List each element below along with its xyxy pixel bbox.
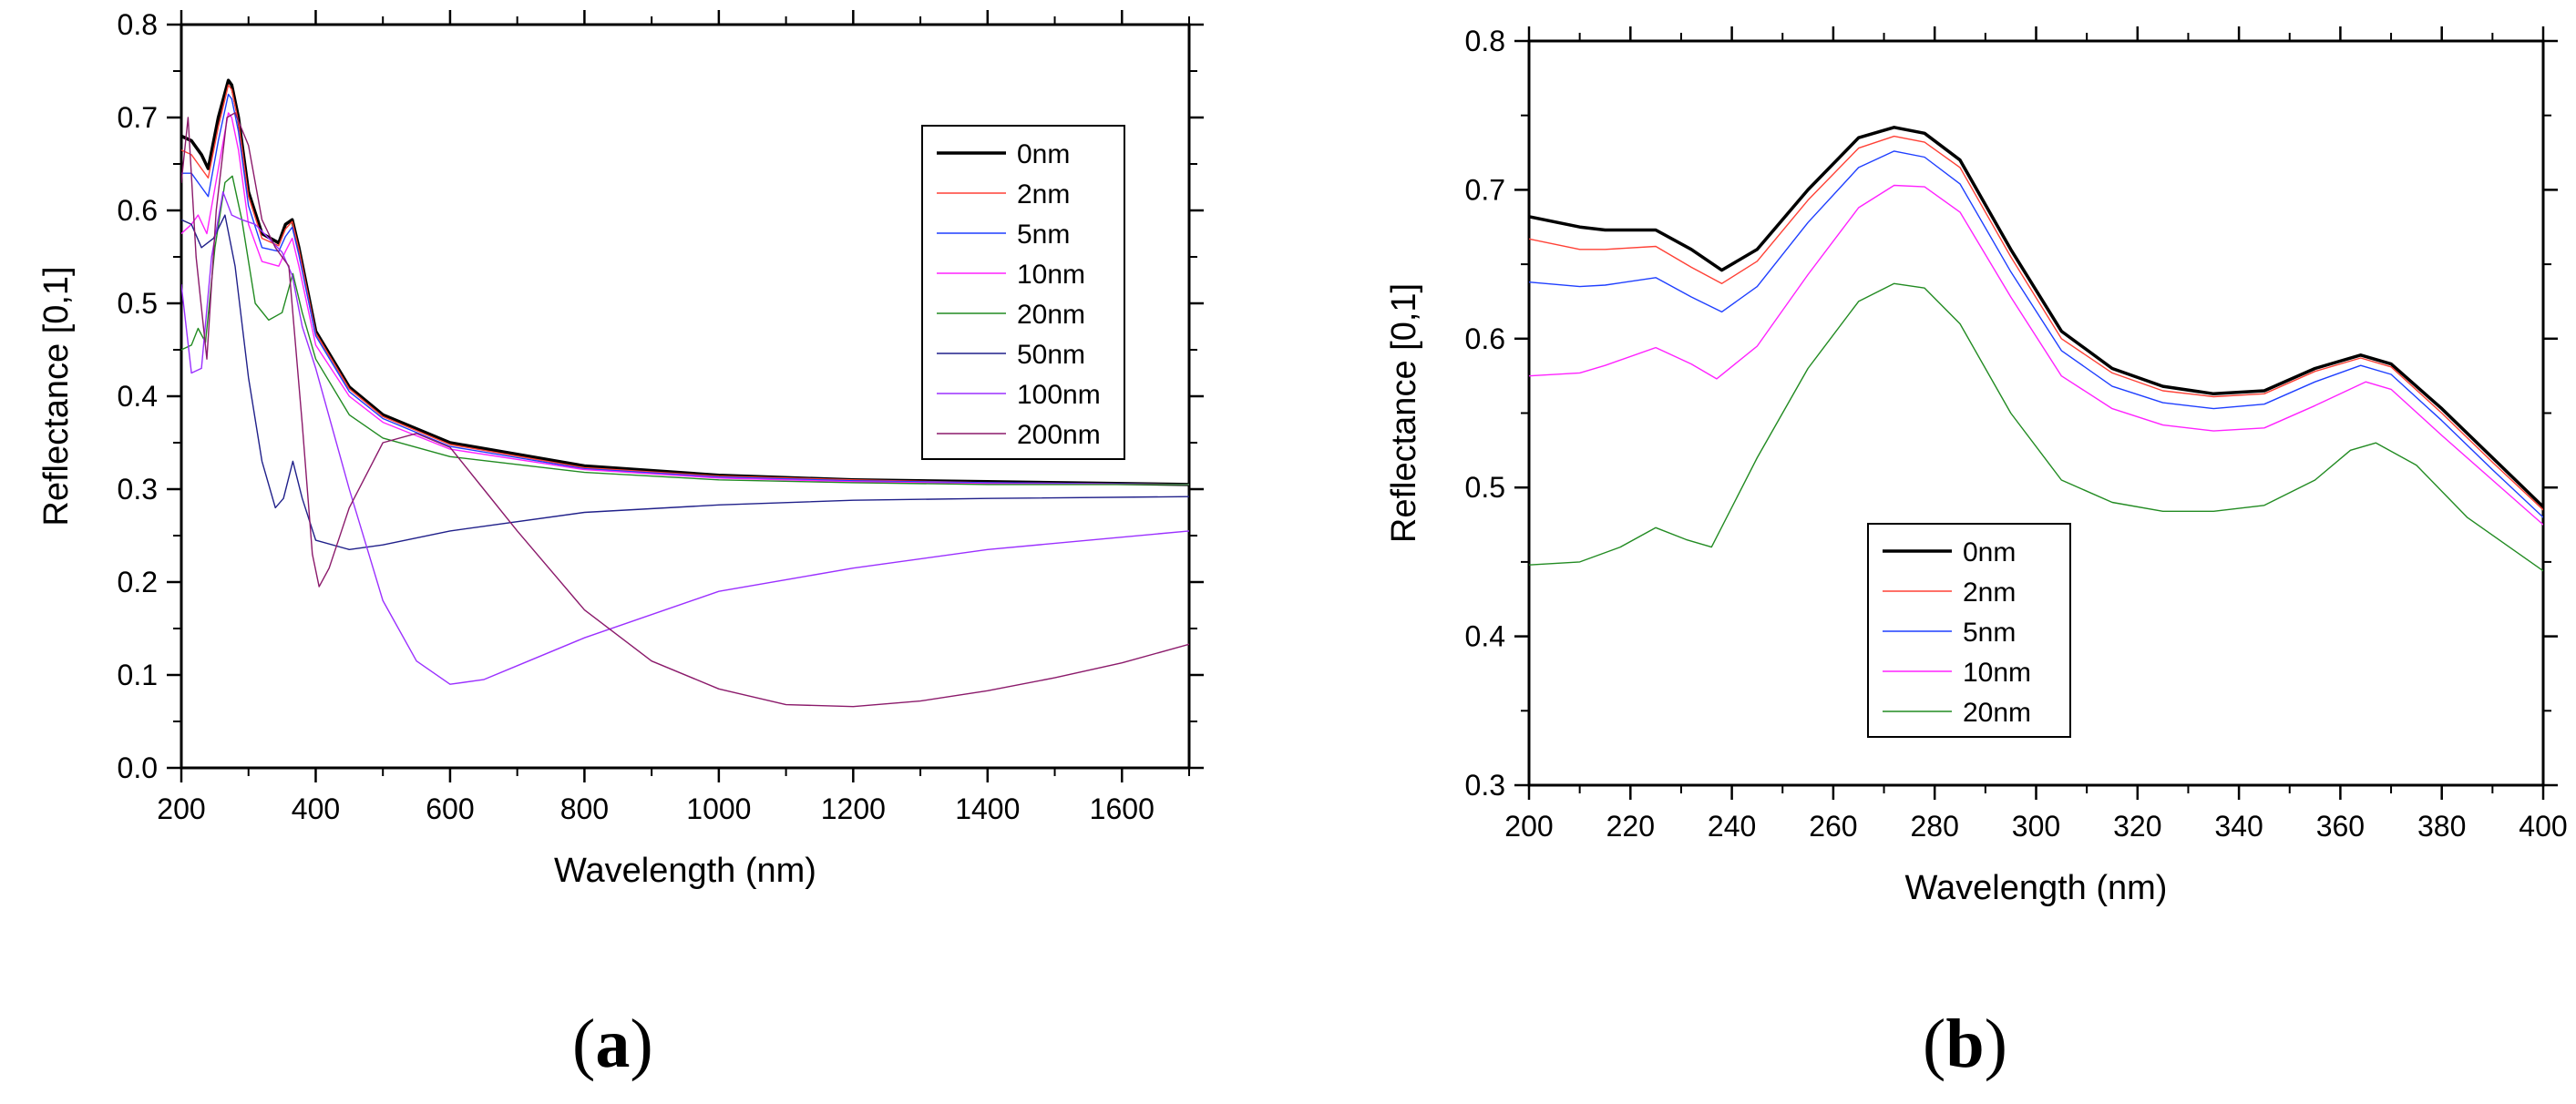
legend-label-0nm: 0nm bbox=[1017, 139, 1070, 169]
x-tick-label: 320 bbox=[2113, 810, 2161, 843]
y-axis-label: Reflectance [0,1] bbox=[37, 266, 76, 526]
legend-label-0nm: 0nm bbox=[1963, 537, 2016, 567]
y-tick-label: 0.5 bbox=[1465, 471, 1505, 504]
y-tick-label: 0.5 bbox=[118, 287, 158, 320]
series-line-200nm bbox=[181, 112, 1189, 708]
legend-label-100nm: 100nm bbox=[1017, 380, 1101, 410]
y-tick-label: 0.0 bbox=[118, 751, 158, 784]
series-line-50nm bbox=[181, 214, 1189, 550]
legend-label-10nm: 10nm bbox=[1963, 658, 2031, 688]
x-tick-label: 600 bbox=[426, 792, 474, 825]
y-tick-label: 0.7 bbox=[1465, 173, 1505, 206]
x-axis-label: Wavelength (nm) bbox=[554, 852, 816, 890]
legend-label-20nm: 20nm bbox=[1963, 698, 2031, 728]
series-lines bbox=[1529, 126, 2543, 572]
y-tick-label: 0.1 bbox=[118, 659, 158, 691]
x-tick-label: 200 bbox=[1504, 810, 1553, 843]
series-line-0nm bbox=[181, 78, 1189, 486]
y-tick-label: 0.2 bbox=[118, 566, 158, 598]
x-tick-label: 220 bbox=[1606, 810, 1655, 843]
y-tick-label: 0.6 bbox=[1465, 322, 1505, 355]
x-tick-label: 280 bbox=[1911, 810, 1959, 843]
series-line-20nm bbox=[181, 175, 1189, 486]
legend-label-5nm: 5nm bbox=[1017, 220, 1070, 250]
legend: 0nm 2nm 5nm 10nm 20nm bbox=[1867, 523, 2071, 738]
y-tick-label: 0.3 bbox=[118, 473, 158, 506]
x-tick-label: 1200 bbox=[821, 792, 886, 825]
y-tick-label: 0.4 bbox=[1465, 620, 1505, 653]
x-tick-label: 380 bbox=[2417, 810, 2466, 843]
legend-label-10nm: 10nm bbox=[1017, 260, 1085, 290]
series-line-2nm bbox=[1529, 135, 2543, 511]
legend: 0nm 2nm 5nm 10nm 20nm 50nm 100nm 200nm bbox=[921, 125, 1125, 460]
panel-label-b: (b) bbox=[1923, 1006, 2007, 1082]
legend-box bbox=[921, 125, 1125, 460]
legend-label-20nm: 20nm bbox=[1017, 300, 1085, 330]
series-line-100nm bbox=[181, 190, 1189, 685]
series-line-0nm bbox=[1529, 126, 2543, 509]
legend-label-50nm: 50nm bbox=[1017, 340, 1085, 370]
x-tick-label: 800 bbox=[560, 792, 609, 825]
series-line-10nm bbox=[181, 112, 1189, 486]
y-tick-label: 0.8 bbox=[118, 8, 158, 41]
panel-letter-b: b bbox=[1945, 1006, 1985, 1082]
y-tick-label: 0.4 bbox=[118, 380, 158, 413]
series-line-10nm bbox=[1529, 184, 2543, 526]
chart-a: 200 400 600 800 1000 1200 1400 1600 0.0 0.1 0.2 0.3… bbox=[37, 8, 1204, 890]
series-line-2nm bbox=[181, 84, 1189, 486]
x-tick-label: 340 bbox=[2214, 810, 2263, 843]
legend-label-2nm: 2nm bbox=[1017, 179, 1070, 210]
x-tick-label: 260 bbox=[1809, 810, 1857, 843]
y-tick-label: 0.3 bbox=[1465, 769, 1505, 802]
x-tick-label: 1600 bbox=[1090, 792, 1155, 825]
x-tick-label: 1400 bbox=[955, 792, 1020, 825]
y-tick-label: 0.7 bbox=[118, 101, 158, 134]
chart-b: 200 220 240 260 280 300 320 340 360 380 400 0.3 0.4 0… bbox=[1385, 25, 2568, 907]
y-tick-label: 0.6 bbox=[118, 194, 158, 227]
x-tick-label: 400 bbox=[2519, 810, 2567, 843]
panel-letter-a: a bbox=[595, 1006, 631, 1082]
series-line-20nm bbox=[1529, 282, 2543, 572]
x-tick-label: 300 bbox=[2012, 810, 2060, 843]
x-tick-label: 360 bbox=[2316, 810, 2365, 843]
series-line-5nm bbox=[1529, 150, 2543, 518]
legend-box bbox=[1867, 523, 2071, 738]
panel-label-a: (a) bbox=[572, 1006, 653, 1082]
y-axis-label: Reflectance [0,1] bbox=[1385, 283, 1423, 543]
x-tick-label: 1000 bbox=[686, 792, 751, 825]
series-lines bbox=[181, 78, 1189, 708]
x-tick-label: 240 bbox=[1708, 810, 1756, 843]
x-axis-label: Wavelength (nm) bbox=[1905, 869, 2168, 907]
legend-label-200nm: 200nm bbox=[1017, 420, 1101, 450]
y-tick-label: 0.8 bbox=[1465, 25, 1505, 57]
legend-label-2nm: 2nm bbox=[1963, 578, 2016, 608]
legend-label-5nm: 5nm bbox=[1963, 618, 2016, 648]
x-tick-label: 200 bbox=[157, 792, 205, 825]
x-tick-label: 400 bbox=[292, 792, 340, 825]
series-line-5nm bbox=[181, 93, 1189, 486]
